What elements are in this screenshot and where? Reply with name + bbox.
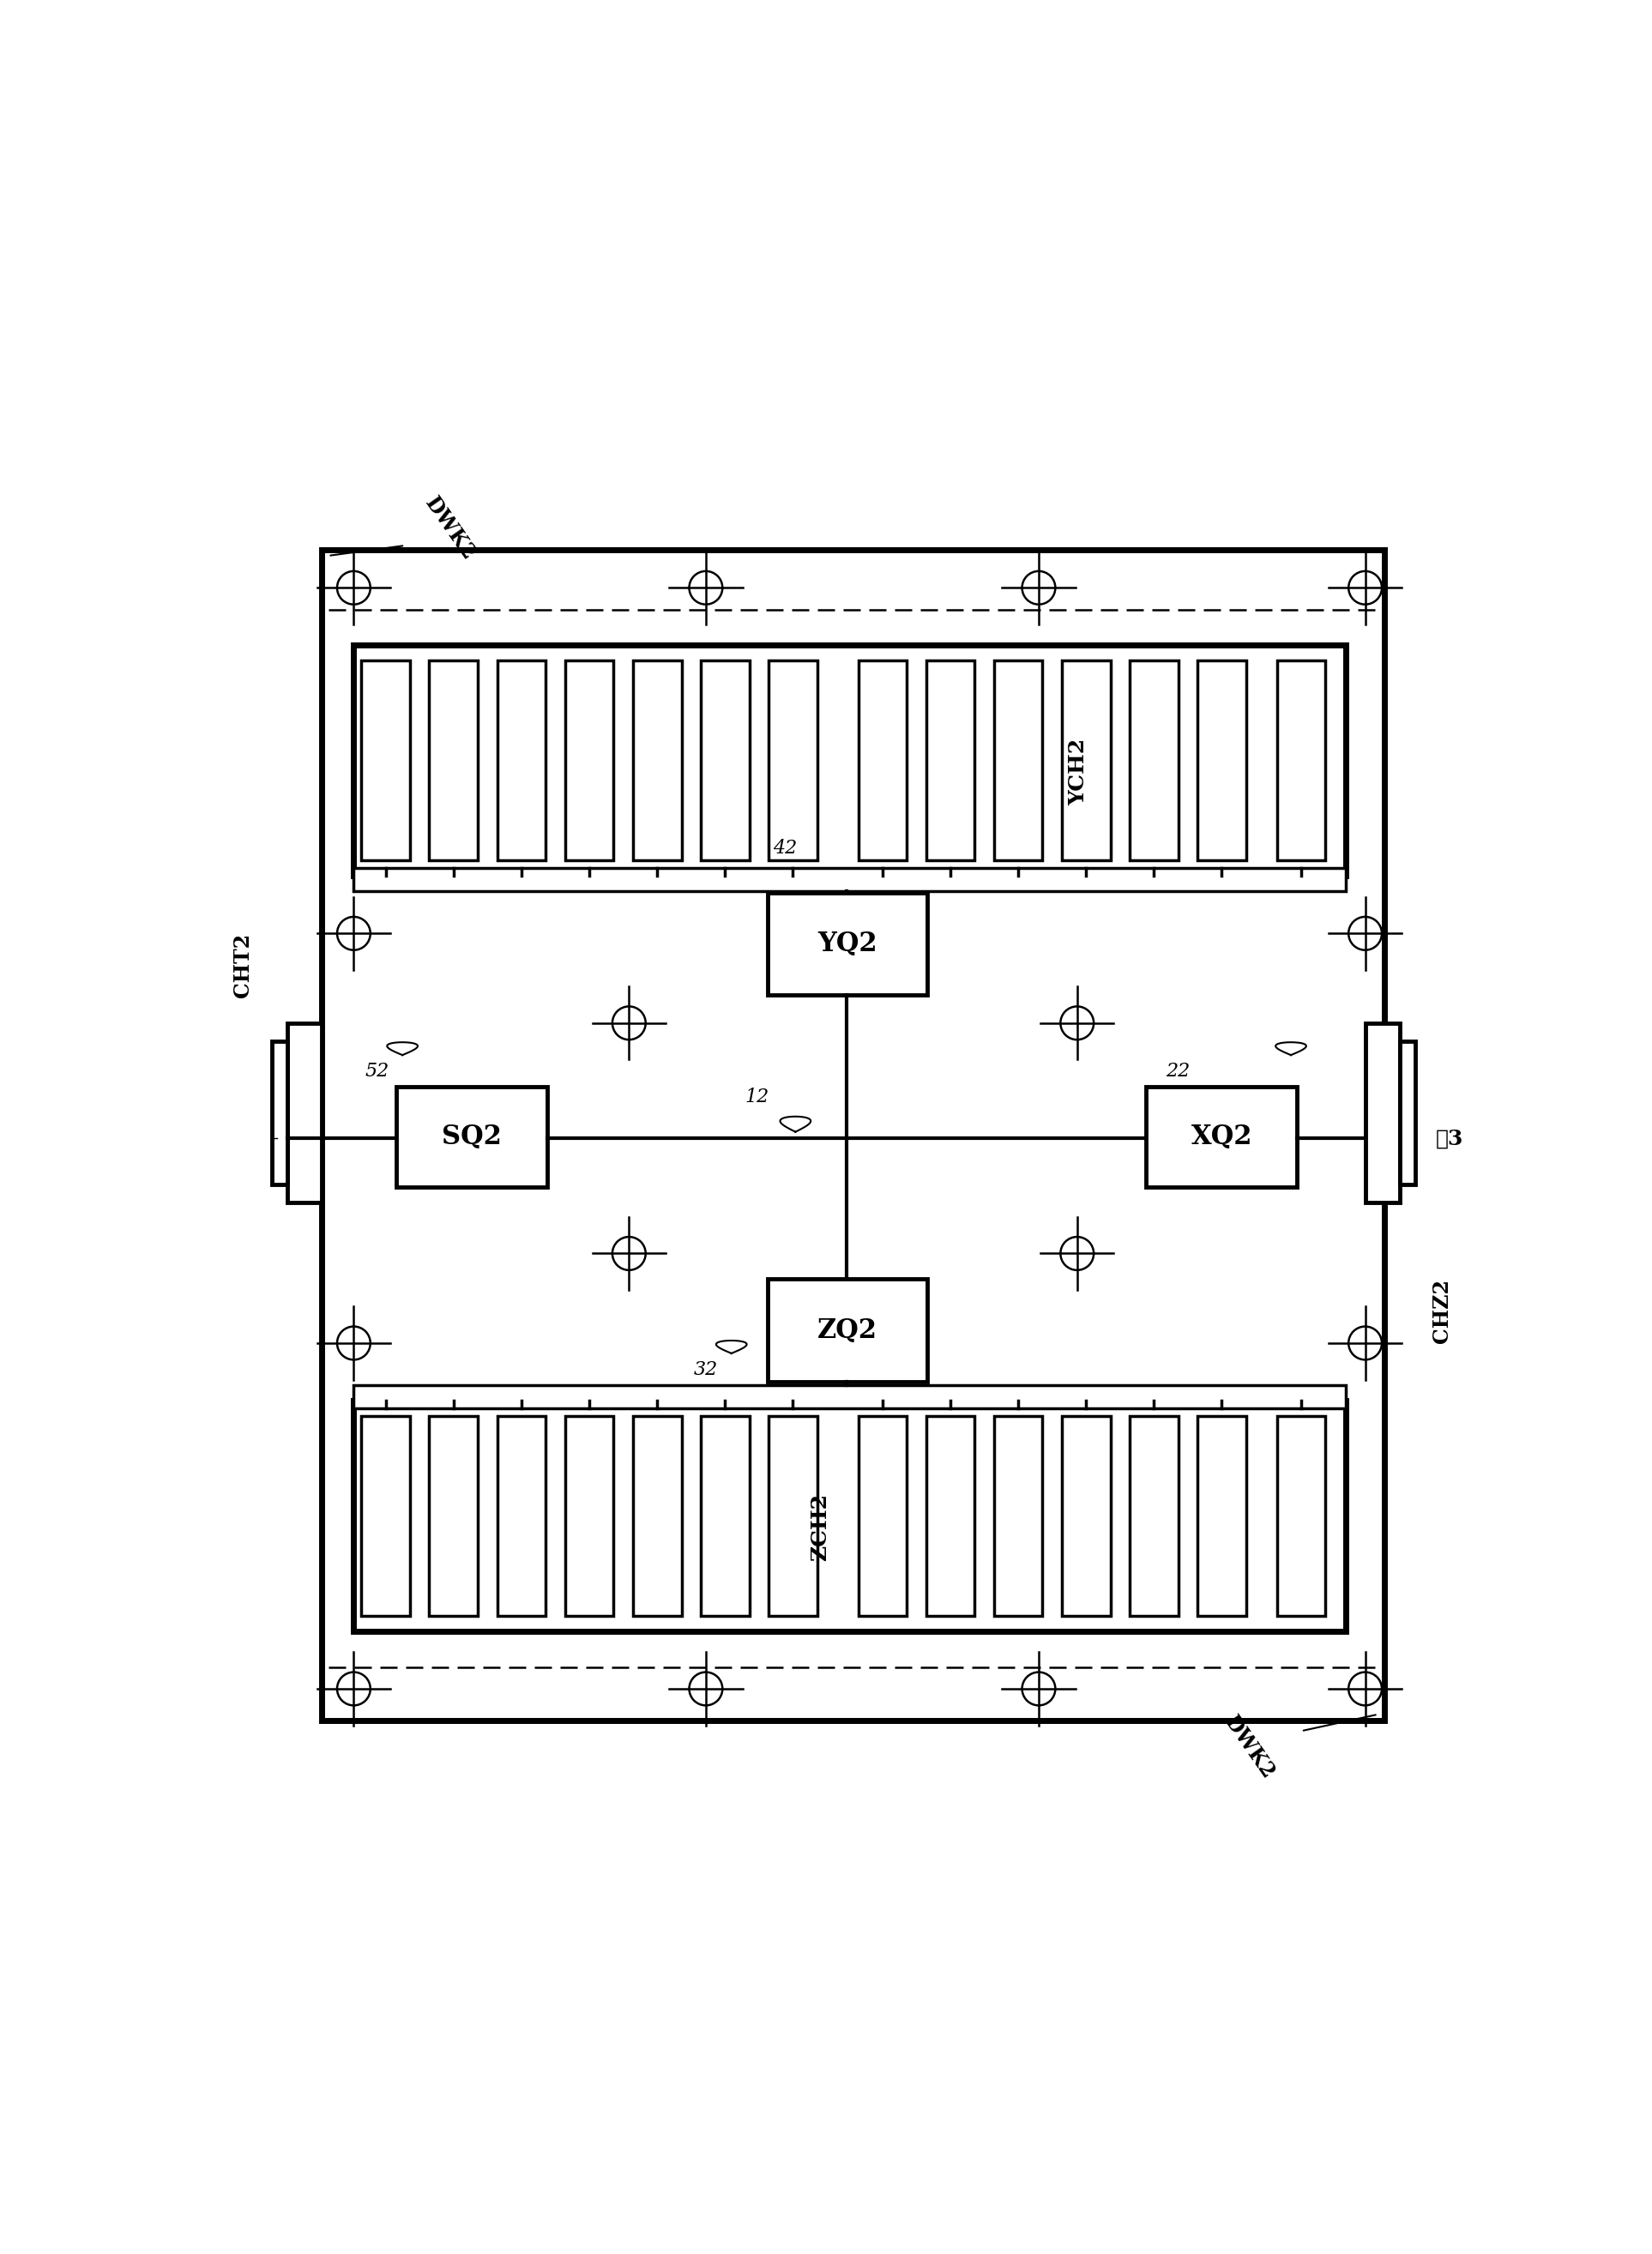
FancyBboxPatch shape: [633, 660, 682, 861]
FancyBboxPatch shape: [767, 893, 927, 994]
Text: 图3: 图3: [1436, 1127, 1464, 1150]
Text: DWK2: DWK2: [1221, 1713, 1279, 1783]
FancyBboxPatch shape: [1062, 660, 1110, 861]
Text: 22: 22: [1165, 1062, 1189, 1080]
FancyBboxPatch shape: [1277, 660, 1325, 861]
FancyBboxPatch shape: [1198, 1416, 1246, 1616]
FancyBboxPatch shape: [700, 1416, 750, 1616]
FancyBboxPatch shape: [768, 1416, 818, 1616]
FancyBboxPatch shape: [430, 660, 477, 861]
FancyBboxPatch shape: [995, 1416, 1042, 1616]
FancyBboxPatch shape: [1277, 1416, 1325, 1616]
FancyBboxPatch shape: [497, 660, 545, 861]
FancyBboxPatch shape: [354, 1400, 1346, 1632]
FancyBboxPatch shape: [565, 660, 613, 861]
FancyBboxPatch shape: [927, 1416, 975, 1616]
FancyBboxPatch shape: [565, 1416, 613, 1616]
FancyBboxPatch shape: [700, 660, 750, 861]
FancyBboxPatch shape: [768, 660, 818, 861]
Text: 42: 42: [773, 838, 798, 859]
FancyBboxPatch shape: [354, 1386, 1346, 1409]
FancyBboxPatch shape: [354, 868, 1346, 890]
Text: CHT2: CHT2: [231, 933, 253, 999]
FancyBboxPatch shape: [633, 1416, 682, 1616]
Text: 12: 12: [745, 1086, 770, 1107]
FancyBboxPatch shape: [322, 550, 1384, 1720]
Text: XQ2: XQ2: [1191, 1125, 1252, 1150]
FancyBboxPatch shape: [497, 1416, 545, 1616]
FancyBboxPatch shape: [927, 660, 975, 861]
Text: DWK2: DWK2: [421, 494, 479, 564]
FancyBboxPatch shape: [354, 645, 1346, 877]
FancyBboxPatch shape: [1130, 660, 1178, 861]
FancyBboxPatch shape: [362, 660, 410, 861]
Text: SQ2: SQ2: [441, 1125, 502, 1150]
Text: ZCH2: ZCH2: [809, 1494, 831, 1562]
FancyBboxPatch shape: [1399, 1041, 1416, 1183]
FancyBboxPatch shape: [287, 1023, 322, 1201]
FancyBboxPatch shape: [767, 1278, 927, 1382]
FancyBboxPatch shape: [362, 1416, 410, 1616]
Text: 32: 32: [694, 1359, 719, 1379]
FancyBboxPatch shape: [857, 660, 907, 861]
Text: CHZ2: CHZ2: [1432, 1278, 1452, 1343]
FancyBboxPatch shape: [1365, 1023, 1399, 1201]
Text: YQ2: YQ2: [818, 931, 877, 958]
Text: 52: 52: [365, 1062, 390, 1080]
FancyBboxPatch shape: [273, 1041, 287, 1183]
Text: YCH2: YCH2: [1067, 739, 1089, 805]
FancyBboxPatch shape: [396, 1086, 547, 1188]
FancyBboxPatch shape: [1198, 660, 1246, 861]
FancyBboxPatch shape: [1062, 1416, 1110, 1616]
FancyBboxPatch shape: [1130, 1416, 1178, 1616]
FancyBboxPatch shape: [857, 1416, 907, 1616]
FancyBboxPatch shape: [1146, 1086, 1297, 1188]
FancyBboxPatch shape: [430, 1416, 477, 1616]
Text: ZQ2: ZQ2: [818, 1316, 877, 1343]
FancyBboxPatch shape: [995, 660, 1042, 861]
